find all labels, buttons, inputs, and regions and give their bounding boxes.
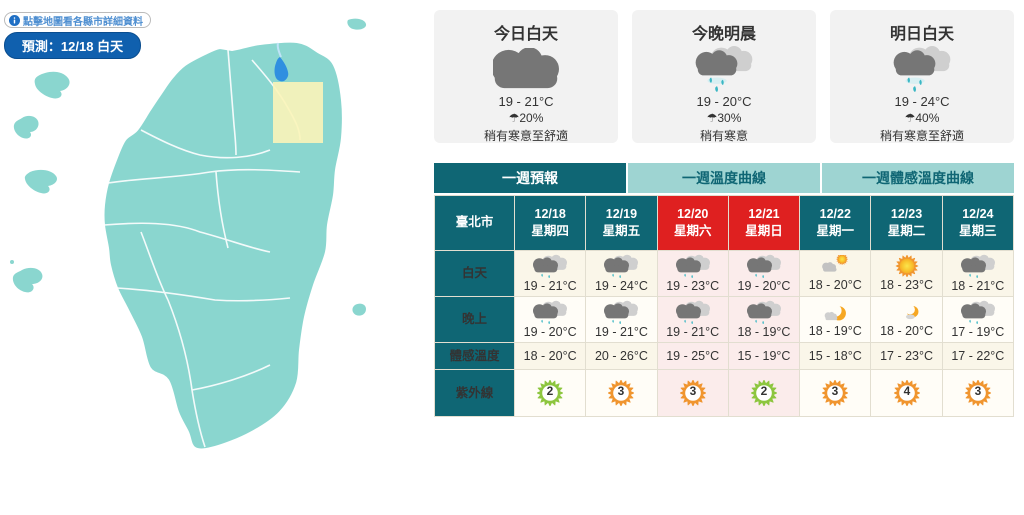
- svg-text:3: 3: [689, 384, 696, 398]
- svg-text:3: 3: [618, 384, 625, 398]
- svg-text:4: 4: [903, 384, 910, 398]
- svg-text:3: 3: [975, 384, 982, 398]
- svg-text:2: 2: [547, 384, 554, 398]
- svg-text:2: 2: [761, 384, 768, 398]
- svg-text:3: 3: [832, 384, 839, 398]
